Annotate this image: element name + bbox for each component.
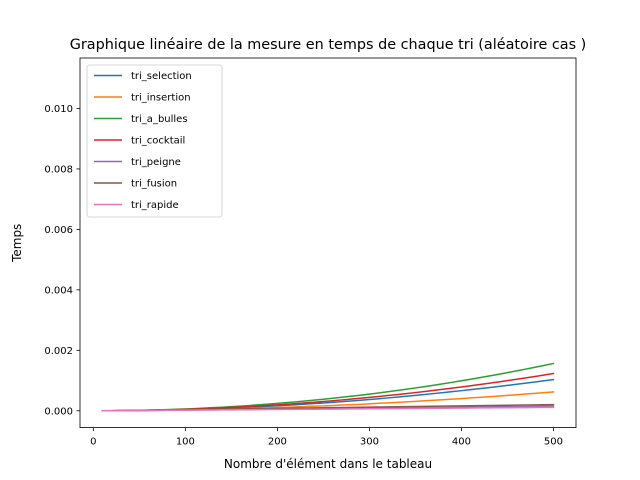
y-axis-label: Temps: [10, 224, 24, 263]
y-tick-label: 0.010: [44, 104, 73, 115]
chart-title: Graphique linéaire de la mesure en temps…: [70, 37, 587, 53]
series-line-tri-rapide: [101, 406, 555, 412]
legend-label: tri_cocktail: [131, 136, 185, 147]
x-tick-label: 500: [544, 437, 563, 448]
y-tick-label: 0.006: [44, 225, 73, 236]
legend-label: tri_selection: [131, 71, 192, 82]
y-tick-label: 0.008: [44, 165, 73, 176]
legend-box: [86, 64, 223, 218]
x-tick-label: 0: [90, 437, 96, 448]
x-tick-label: 100: [176, 437, 195, 448]
legend: tri_selection tri_insertion tri_a_bullestr…: [86, 64, 223, 218]
y-tick-label: 0.004: [44, 285, 73, 296]
plot-area: [101, 362, 555, 412]
x-tick-label: 300: [360, 437, 379, 448]
y-tick-label: 0.000: [44, 406, 73, 417]
legend-label: tri_peigne: [131, 157, 181, 168]
y-axis: 0.000 0.002 0.004 0.006 0.008 0.010: [44, 104, 80, 417]
legend-label: tri_a_bulles: [131, 114, 188, 125]
axes-frame: [79, 57, 577, 429]
x-axis: 0 100 200 300 400 500: [90, 427, 563, 448]
legend-label: tri_rapide: [131, 200, 179, 211]
x-tick-label: 200: [268, 437, 287, 448]
legend-label: tri_insertion: [131, 93, 191, 104]
y-tick-label: 0.002: [44, 346, 73, 357]
legend-label: tri_fusion: [131, 179, 177, 190]
x-tick-label: 400: [452, 437, 471, 448]
x-axis-label: Nombre d'élément dans le tableau: [224, 457, 432, 471]
